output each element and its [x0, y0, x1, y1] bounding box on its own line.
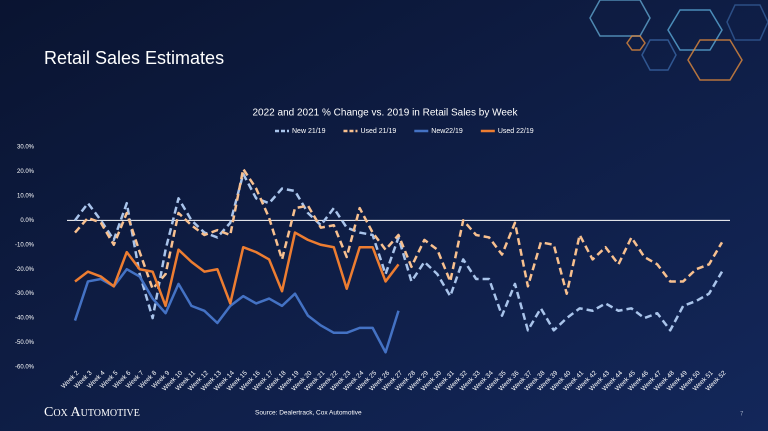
- y-tick-label: -50.0%: [15, 340, 35, 346]
- series-line: [73, 267, 400, 354]
- y-tick-label: -20.0%: [15, 267, 35, 273]
- y-tick-label: -10.0%: [15, 242, 35, 248]
- hexagon-decoration: [589, 0, 768, 81]
- legend-label: New 21/19: [292, 128, 326, 135]
- legend-label: Used 21/19: [360, 128, 396, 135]
- y-tick-label: 10.0%: [17, 193, 35, 199]
- y-tick-label: -60.0%: [15, 365, 35, 371]
- page-number: 7: [740, 412, 744, 418]
- legend: New 21/19 Used 21/19 New22/19 Used 22/19: [275, 128, 534, 135]
- series-line: [74, 231, 400, 308]
- y-tick-label: 30.0%: [17, 145, 35, 151]
- series-line: [74, 167, 724, 295]
- y-tick-label: -40.0%: [15, 316, 35, 322]
- legend-label: Used 22/19: [498, 128, 534, 135]
- y-tick-label: 0.0%: [20, 218, 34, 224]
- source-note: Source: Dealertrack, Cox Automotive: [255, 410, 362, 417]
- logo: Cox Automotive: [44, 405, 140, 420]
- slide-title: Retail Sales Estimates: [44, 48, 224, 68]
- chart-title: 2022 and 2021 % Change vs. 2019 in Retai…: [253, 108, 519, 119]
- y-tick-label: -30.0%: [15, 291, 35, 297]
- legend-label: New22/19: [431, 128, 463, 135]
- y-tick-label: 20.0%: [17, 169, 35, 175]
